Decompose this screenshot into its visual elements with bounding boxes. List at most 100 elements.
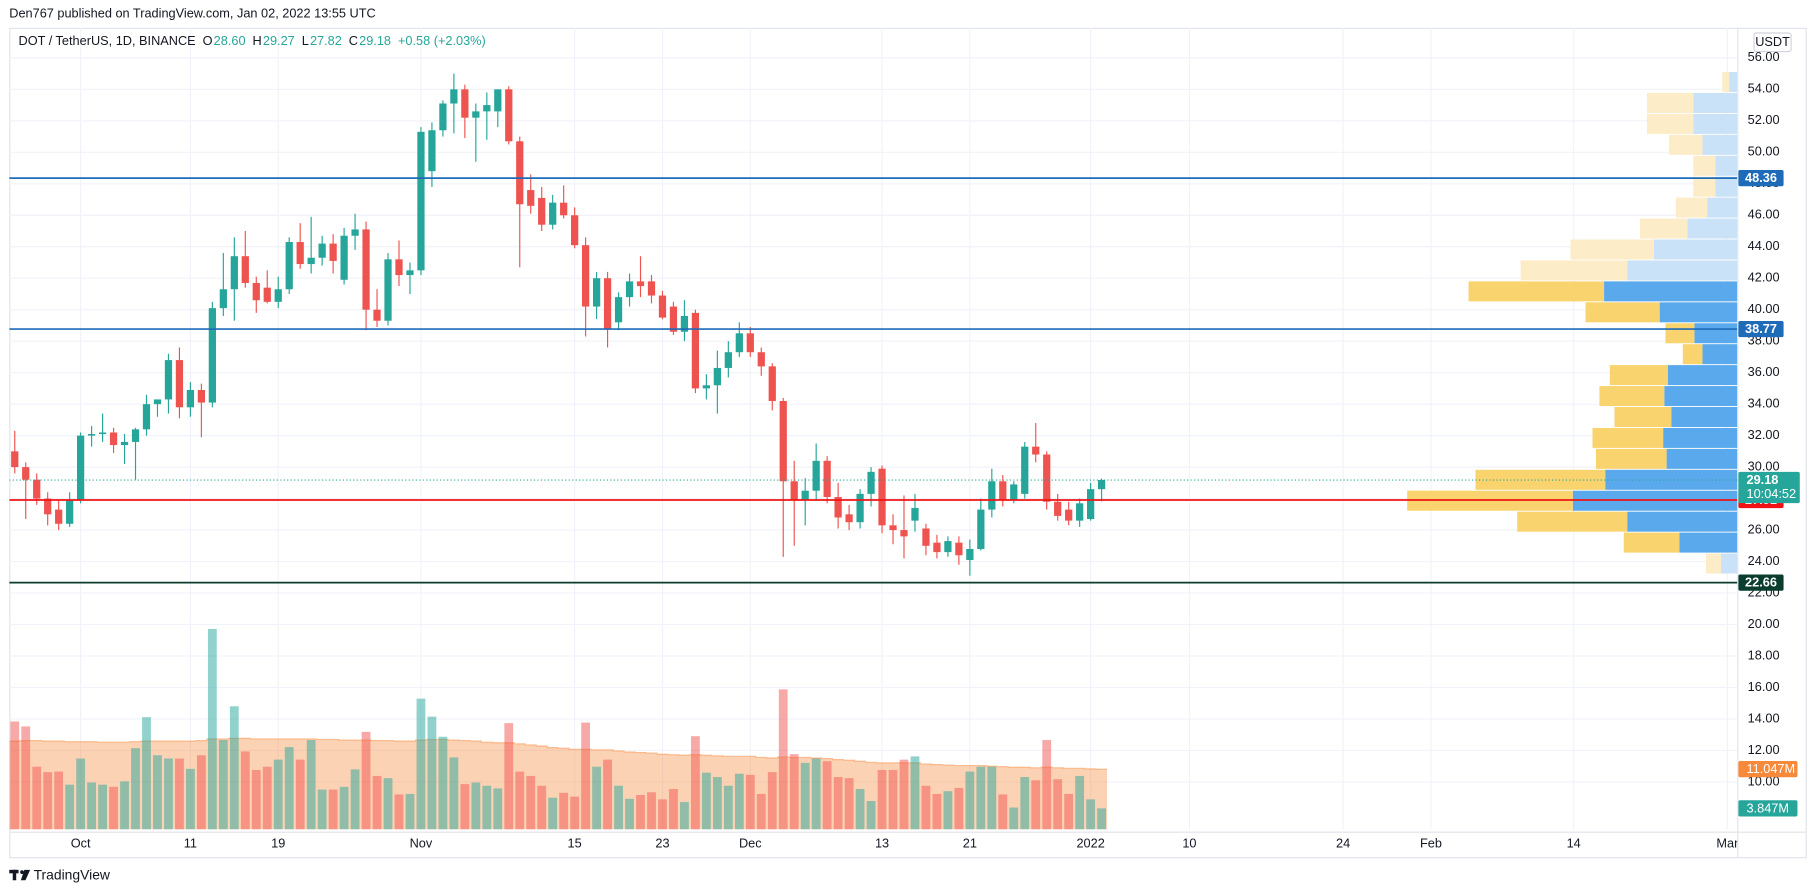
profile-up xyxy=(1671,406,1738,427)
candle-body xyxy=(746,333,754,353)
currency-box[interactable] xyxy=(1753,32,1792,53)
y-tick-label: 30.00 xyxy=(1748,458,1780,473)
candle-body xyxy=(186,389,195,408)
candle-body xyxy=(33,479,41,499)
candle-body xyxy=(724,352,732,368)
profile-up xyxy=(1702,134,1738,155)
candle-body xyxy=(164,360,173,400)
volume-ma-area xyxy=(9,738,1108,830)
candle-body xyxy=(834,497,842,518)
candle-body xyxy=(592,278,601,307)
profile-down xyxy=(1722,72,1730,93)
candle-body xyxy=(208,308,216,403)
y-tick-label: 12.00 xyxy=(1748,742,1780,757)
candle-body xyxy=(406,270,414,276)
volume-bar xyxy=(701,772,711,830)
volume-bar xyxy=(515,771,525,830)
candle-body xyxy=(120,441,129,446)
volume-bar xyxy=(196,755,206,830)
candle-body xyxy=(505,89,513,142)
candle-body xyxy=(1010,484,1018,501)
ohlc-value: 27.82 xyxy=(310,33,342,48)
profile-down xyxy=(1475,469,1606,490)
volume-bar xyxy=(998,794,1008,830)
candle-body xyxy=(702,385,711,389)
volume-bar xyxy=(811,758,821,830)
volume-bar xyxy=(932,793,942,830)
volume-bar xyxy=(954,787,964,830)
volume-bar xyxy=(295,759,305,830)
candle-body xyxy=(1087,489,1095,520)
volume-bar xyxy=(866,800,876,830)
x-tick-labels: Oct 11 19 Nov 15 23 Dec 13 21 2022 10 24 Feb 14 Mar xyxy=(71,836,1739,851)
volume-bar xyxy=(471,782,481,830)
volume-bar xyxy=(548,797,558,830)
candle-body xyxy=(428,130,436,172)
candle-body xyxy=(11,451,19,468)
x-tick-label: Mar xyxy=(1716,836,1739,851)
axes: 56.0054.0052.0050.0048.0046.0044.0042.00… xyxy=(19,33,1800,851)
profile-down xyxy=(1623,532,1680,553)
candle-body xyxy=(1032,446,1040,455)
y-tick-label: 54.00 xyxy=(1748,81,1780,96)
volume-bar xyxy=(745,774,755,830)
volume-bar xyxy=(449,757,459,830)
y-tick-label: 42.00 xyxy=(1748,270,1780,285)
volume-bar xyxy=(427,716,437,830)
profile-up xyxy=(1721,553,1738,574)
candle-body xyxy=(691,312,700,389)
volume-bar xyxy=(361,731,371,830)
volume-bar xyxy=(943,791,953,830)
profile-down xyxy=(1682,344,1703,365)
candle-body xyxy=(1076,503,1084,521)
currency: USDT xyxy=(1755,34,1790,49)
candle-body xyxy=(263,287,271,302)
y-tick-label: 40.00 xyxy=(1748,301,1780,316)
volume-bar xyxy=(21,726,31,830)
price-badge xyxy=(1738,170,1784,187)
profile-up xyxy=(1707,197,1738,218)
x-tick-label: 15 xyxy=(568,836,582,851)
volume-bar xyxy=(1020,777,1030,830)
ohlc-key: H xyxy=(253,33,262,48)
candle-body xyxy=(669,306,678,332)
candle-body xyxy=(439,103,447,131)
x-tick-label: 10 xyxy=(1182,836,1196,851)
candle-body xyxy=(197,389,206,403)
volume-bar xyxy=(800,762,810,830)
candle-body xyxy=(66,500,74,524)
candle-body xyxy=(680,316,689,332)
candle-body xyxy=(779,401,787,482)
candle-body xyxy=(296,242,304,265)
candle-body xyxy=(911,508,919,521)
y-tick-label: 18.00 xyxy=(1748,647,1780,662)
logo-text[interactable]: TradingView xyxy=(34,866,111,882)
volume-bar xyxy=(888,769,898,830)
candle-body xyxy=(131,429,140,442)
volume-bar xyxy=(855,789,865,830)
profile-up xyxy=(1659,302,1738,323)
candle-body xyxy=(285,242,293,290)
profile-up xyxy=(1729,72,1738,93)
profile-up xyxy=(1693,92,1738,113)
volume-bar xyxy=(581,722,591,830)
candle-body xyxy=(856,493,864,523)
profile-up xyxy=(1666,448,1738,469)
volume-bar xyxy=(526,775,536,830)
volume-bar xyxy=(98,784,107,830)
candle-body xyxy=(340,235,348,280)
volume-bar xyxy=(537,785,547,830)
x-tick-label: Feb xyxy=(1420,836,1442,851)
profile-up xyxy=(1604,281,1738,302)
candle-body xyxy=(757,352,765,367)
volume-bar xyxy=(460,784,470,830)
candle-body xyxy=(999,481,1007,501)
candle-body xyxy=(142,404,151,430)
profile-down xyxy=(1705,553,1722,574)
profile-down xyxy=(1468,281,1605,302)
volume-bar xyxy=(976,766,986,830)
profile-up xyxy=(1667,365,1738,386)
volume-bar xyxy=(87,782,96,830)
candle-body xyxy=(801,490,809,501)
